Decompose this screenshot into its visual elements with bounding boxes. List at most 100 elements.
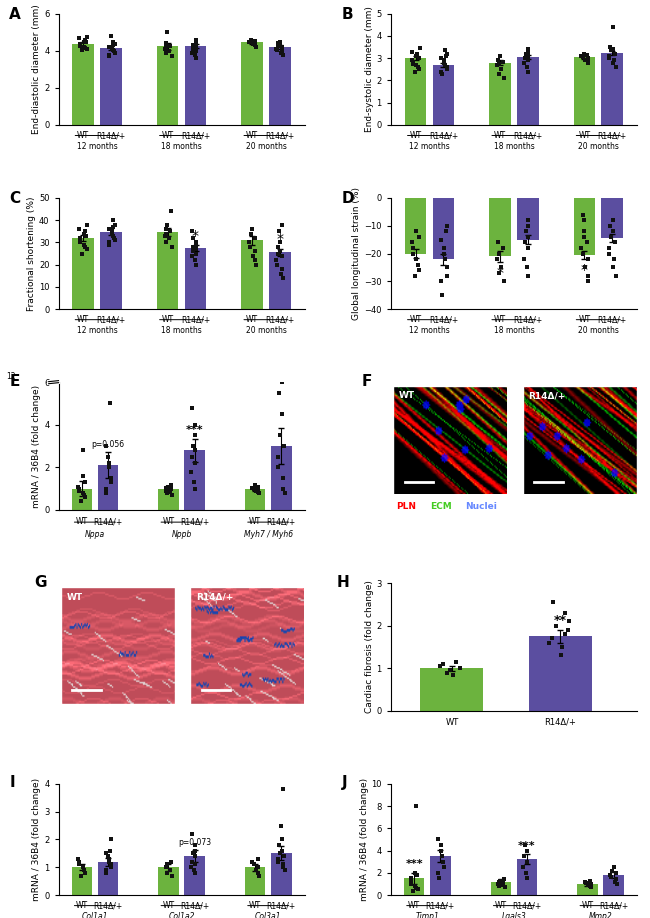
Text: WT: WT: [162, 517, 175, 526]
Text: WT: WT: [578, 315, 590, 324]
Bar: [491, 881, 511, 895]
Bar: [185, 451, 205, 510]
Text: WT: WT: [77, 131, 89, 140]
Text: 18 months: 18 months: [161, 326, 202, 335]
Text: Col1a2: Col1a2: [168, 912, 195, 918]
Text: 18 months: 18 months: [493, 142, 534, 151]
Bar: [241, 241, 263, 309]
Text: ***: ***: [406, 859, 423, 869]
Text: WT: WT: [77, 315, 89, 324]
Text: WT: WT: [445, 718, 458, 727]
Text: p=0.056: p=0.056: [92, 440, 125, 449]
Bar: [269, 47, 291, 125]
Y-axis label: End-systolic diameter (mm): End-systolic diameter (mm): [365, 6, 374, 132]
Y-axis label: End-diastolic diameter (mm): End-diastolic diameter (mm): [32, 5, 42, 134]
Text: Nppa: Nppa: [85, 530, 105, 539]
Text: 20 months: 20 months: [246, 142, 287, 151]
Y-axis label: mRNA / 36B4 (fold change): mRNA / 36B4 (fold change): [32, 778, 42, 901]
Bar: [185, 248, 206, 309]
Text: R14Δ/+: R14Δ/+: [514, 131, 543, 140]
Bar: [430, 856, 450, 895]
Text: *: *: [497, 266, 504, 280]
Text: Col1a1: Col1a1: [82, 912, 108, 918]
Bar: [433, 65, 454, 125]
Y-axis label: Fractional shortening (%): Fractional shortening (%): [27, 196, 36, 311]
Text: R14Δ/+: R14Δ/+: [544, 718, 576, 727]
Text: R14Δ/+: R14Δ/+: [429, 131, 458, 140]
Text: R14Δ/+: R14Δ/+: [597, 131, 627, 140]
Bar: [573, 198, 595, 255]
Text: E: E: [9, 375, 20, 389]
Text: R14Δ/+: R14Δ/+: [266, 517, 296, 526]
Bar: [98, 862, 118, 895]
Text: Lgals3: Lgals3: [502, 912, 526, 918]
Bar: [489, 198, 511, 256]
Y-axis label: Cardiac fibrosis (fold change): Cardiac fibrosis (fold change): [365, 580, 374, 713]
Text: 12 months: 12 months: [409, 142, 450, 151]
Bar: [157, 46, 179, 125]
Text: R14Δ/+: R14Δ/+: [429, 315, 458, 324]
Bar: [421, 668, 484, 711]
Bar: [433, 198, 454, 259]
Text: H: H: [337, 576, 350, 590]
Text: D: D: [342, 191, 354, 207]
Bar: [72, 488, 92, 510]
Bar: [72, 238, 94, 309]
Text: ***: ***: [518, 841, 536, 851]
Bar: [157, 232, 179, 309]
Bar: [271, 446, 292, 510]
Text: A: A: [9, 7, 21, 22]
Text: R14Δ/+: R14Δ/+: [265, 131, 294, 140]
Text: R14Δ/+: R14Δ/+: [94, 517, 123, 526]
Text: R14Δ/+: R14Δ/+: [180, 517, 209, 526]
Text: 12 months: 12 months: [409, 326, 450, 335]
Bar: [577, 884, 597, 895]
Text: WT: WT: [76, 517, 88, 526]
Bar: [185, 46, 206, 125]
Bar: [98, 465, 118, 510]
Text: R14Δ/+: R14Δ/+: [266, 901, 296, 910]
Text: R14Δ/+: R14Δ/+: [181, 131, 210, 140]
Bar: [404, 879, 424, 895]
Text: Mmp2: Mmp2: [589, 912, 612, 918]
Bar: [241, 42, 263, 125]
Bar: [72, 44, 94, 125]
Bar: [100, 48, 122, 125]
Y-axis label: mRNA / 36B4 (fold change): mRNA / 36B4 (fold change): [32, 385, 42, 508]
Text: 20 months: 20 months: [578, 142, 619, 151]
Text: WT: WT: [249, 901, 261, 910]
Text: R14Δ/+: R14Δ/+: [180, 901, 209, 910]
Text: R14Δ/+: R14Δ/+: [597, 315, 627, 324]
Text: R14Δ/+: R14Δ/+: [426, 901, 455, 910]
Text: J: J: [342, 775, 347, 790]
Text: I: I: [9, 775, 15, 790]
Text: PLN: PLN: [396, 502, 416, 511]
Text: F: F: [361, 375, 372, 389]
Text: G: G: [34, 576, 46, 590]
Text: R14Δ/+: R14Δ/+: [96, 315, 125, 324]
Bar: [245, 488, 265, 510]
Text: Nuclei: Nuclei: [465, 502, 497, 511]
Text: Col3a1: Col3a1: [255, 912, 281, 918]
Text: WT: WT: [162, 131, 174, 140]
Y-axis label: Global longitudinal strain (%): Global longitudinal strain (%): [352, 187, 361, 320]
Text: WT: WT: [495, 901, 507, 910]
Text: 12 months: 12 months: [77, 326, 118, 335]
Bar: [405, 58, 426, 125]
Text: 20 months: 20 months: [578, 326, 619, 335]
Bar: [517, 57, 539, 125]
Text: B: B: [342, 7, 353, 22]
Text: WT: WT: [494, 315, 506, 324]
Text: WT: WT: [246, 131, 258, 140]
Text: WT: WT: [249, 517, 261, 526]
Bar: [100, 231, 122, 309]
Bar: [271, 854, 292, 895]
Bar: [517, 859, 537, 895]
Text: *: *: [581, 263, 588, 277]
Text: WT: WT: [162, 315, 174, 324]
Bar: [603, 875, 624, 895]
Text: **: **: [554, 614, 567, 627]
Bar: [573, 57, 595, 125]
Text: Timp1: Timp1: [415, 912, 439, 918]
Text: 12 months: 12 months: [77, 142, 118, 151]
